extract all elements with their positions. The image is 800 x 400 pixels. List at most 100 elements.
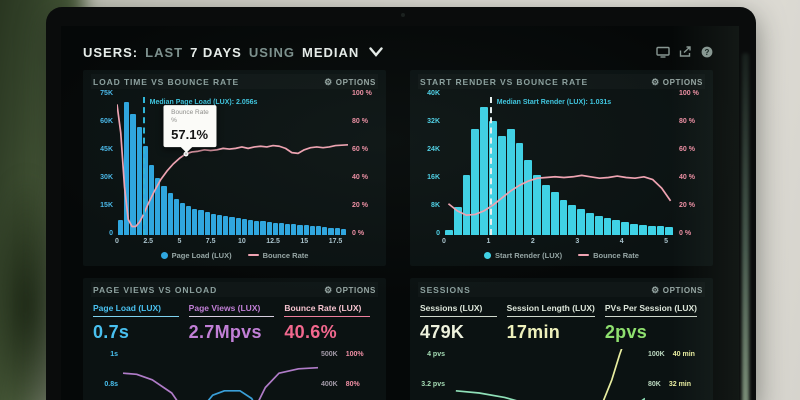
histogram-bar[interactable] [656, 226, 665, 235]
histogram-bar[interactable] [524, 160, 533, 235]
histogram-bar[interactable] [303, 225, 309, 235]
options-button[interactable]: ⚙ OPTIONS [651, 285, 703, 295]
histogram-bar[interactable] [594, 215, 603, 235]
histogram-bar[interactable] [603, 218, 612, 235]
panel-title: LOAD TIME VS BOUNCE RATE [93, 77, 240, 87]
bounce-rate-line-layer [444, 93, 675, 235]
histogram-bar[interactable] [278, 223, 285, 235]
legend-dot-marker [484, 251, 492, 259]
histogram-bar[interactable] [260, 221, 266, 235]
legend-item[interactable]: Page Load (LUX) [160, 251, 232, 260]
gear-icon: ⚙ [324, 284, 333, 295]
users-period-dropdown[interactable]: USERS: LAST 7 DAYS USING MEDIAN [83, 44, 384, 60]
metric-label: PVs Per Session (LUX) [604, 303, 697, 317]
histogram-bar[interactable] [241, 218, 247, 235]
histogram-bar[interactable] [161, 185, 167, 235]
histogram-bar[interactable] [229, 217, 235, 235]
histogram-bar[interactable] [533, 174, 541, 235]
histogram-bar[interactable] [210, 214, 216, 235]
sessions-line-chart: 4 pvs 3.2 pvs 100K 40 min 80K 32 min [418, 349, 705, 400]
panel-title: SESSIONS [420, 285, 471, 295]
legend-item[interactable]: Start Render (LUX) [484, 251, 562, 260]
header-part: 7 DAYS [190, 44, 242, 60]
metric-label: Page Views (LUX) [188, 303, 275, 317]
legend-item[interactable]: Bounce Rate [578, 251, 639, 260]
legend-item[interactable]: Bounce Rate [247, 251, 308, 260]
histogram-bar[interactable] [192, 208, 198, 235]
histogram-bar[interactable] [167, 193, 173, 235]
mini-axis-tick: 3.2 pvs [421, 381, 445, 388]
y-axis-tick: 45K [100, 146, 113, 153]
histogram-bar[interactable] [322, 227, 328, 235]
monitor-button[interactable] [656, 46, 670, 58]
histogram-bar[interactable] [148, 164, 155, 235]
histogram-bar[interactable] [309, 225, 315, 235]
histogram-bar[interactable] [638, 224, 647, 235]
x-axis-tick: 2 [530, 238, 535, 245]
median-marker-line [489, 97, 492, 235]
histogram-bar[interactable] [328, 227, 334, 235]
y-axis-tick: 20 % [352, 202, 368, 209]
histogram-bar[interactable] [506, 128, 515, 235]
median-marker-line [142, 97, 145, 235]
histogram-bar[interactable] [173, 199, 179, 235]
histogram-bar[interactable] [471, 128, 480, 235]
histogram-bar[interactable] [445, 229, 453, 235]
histogram-bar[interactable] [235, 217, 241, 235]
histogram-bar[interactable] [142, 146, 148, 235]
histogram-bar[interactable] [254, 220, 260, 235]
histogram-bar[interactable] [316, 226, 322, 235]
x-axis: 0 2.5 5 7.5 10 12.5 15 17.5 [115, 237, 348, 248]
histogram-bar[interactable] [480, 107, 489, 235]
histogram-bar[interactable] [217, 215, 223, 235]
chart-legend: Start Render (LUX) Bounce Rate [418, 248, 705, 262]
histogram-bar[interactable] [340, 228, 346, 235]
chevron-down-icon[interactable] [369, 45, 384, 60]
histogram-bar[interactable] [489, 121, 497, 235]
histogram-bar[interactable] [647, 225, 656, 235]
histogram-bar[interactable] [291, 224, 297, 235]
histogram-bar[interactable] [272, 222, 278, 235]
histogram-bar[interactable] [568, 204, 577, 235]
histogram-bar[interactable] [179, 202, 186, 235]
metric-label: Page Load (LUX) [93, 303, 179, 317]
panel-start-render-vs-bounce-rate: START RENDER VS BOUNCE RATE ⚙ OPTIONS 40… [410, 70, 713, 266]
histogram-bar[interactable] [462, 174, 471, 235]
histogram-bar[interactable] [136, 127, 142, 235]
metric-value: 479K [420, 322, 465, 342]
histogram-bar[interactable] [453, 206, 462, 235]
histogram-bar[interactable] [204, 212, 210, 235]
histogram-bar[interactable] [266, 221, 272, 235]
histogram-bar[interactable] [621, 222, 630, 235]
help-button[interactable]: ? [701, 46, 713, 58]
histogram-bar[interactable] [541, 185, 550, 235]
histogram-bar[interactable] [577, 209, 585, 235]
y-axis-tick: 40 % [679, 174, 695, 181]
histogram-bar[interactable] [334, 228, 340, 235]
y-axis-tick: 60K [100, 118, 113, 125]
histogram-bar[interactable] [297, 224, 303, 235]
histogram-bar[interactable] [550, 192, 559, 235]
histogram-bar[interactable] [186, 205, 192, 235]
options-button[interactable]: ⚙ OPTIONS [651, 77, 703, 87]
histogram-bar[interactable] [223, 216, 229, 235]
histogram-bar[interactable] [124, 102, 130, 235]
histogram-bar[interactable] [130, 113, 136, 235]
histogram-bar[interactable] [497, 135, 506, 235]
share-button[interactable] [679, 46, 692, 58]
options-button[interactable]: ⚙ OPTIONS [324, 284, 376, 295]
histogram-bar[interactable] [612, 220, 621, 235]
options-button[interactable]: ⚙ OPTIONS [324, 77, 376, 87]
histogram-bar[interactable] [247, 219, 254, 235]
histogram-bar[interactable] [515, 142, 524, 235]
histogram-bar[interactable] [285, 223, 291, 235]
histogram-bar[interactable] [586, 213, 594, 235]
histogram-bar[interactable] [630, 223, 638, 235]
histogram-bar[interactable] [118, 219, 124, 235]
panel-load-time-vs-bounce-rate: LOAD TIME VS BOUNCE RATE ⚙ OPTIONS 75K 60… [83, 70, 386, 266]
histogram-bar[interactable] [665, 227, 674, 235]
metric-page-views: Page Views (LUX) 2.7Mpvs [187, 303, 283, 343]
histogram-bar[interactable] [198, 210, 204, 235]
histogram-bar[interactable] [559, 199, 568, 235]
histogram-bar[interactable] [155, 178, 161, 235]
